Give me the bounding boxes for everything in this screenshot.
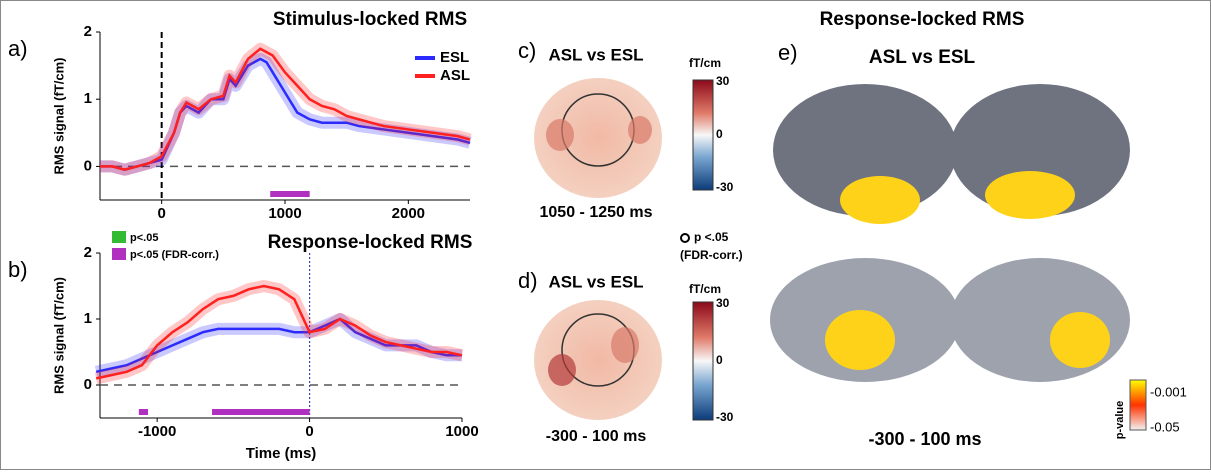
x-tick-label: -1000 xyxy=(138,423,176,440)
brain xyxy=(773,84,957,216)
time-window: -300 - 100 ms xyxy=(546,428,647,445)
x-tick-label: 0 xyxy=(157,205,165,222)
topomap-c: c) ASL vs ESL 1050 - 1250 ms xyxy=(518,38,662,221)
cbar-unit: fT/cm xyxy=(689,282,721,296)
marker-icon xyxy=(680,233,690,243)
topomap xyxy=(534,78,662,198)
colorbar xyxy=(1129,379,1147,431)
topo-title: ASL vs ESL xyxy=(548,45,643,64)
legend-swatch xyxy=(112,231,126,243)
x-tick-label: 0 xyxy=(305,423,313,440)
cbar-tick: -30 xyxy=(716,180,734,194)
activation xyxy=(1050,312,1110,368)
panel-label: a) xyxy=(8,36,28,61)
topomap-d: d) ASL vs ESL -300 - 100 ms xyxy=(518,268,662,445)
sig-legend: p<.05 p<.05 (FDR-corr.) xyxy=(112,231,219,261)
line xyxy=(100,57,471,172)
panel-label: c) xyxy=(518,38,536,63)
y-tick-label: 2 xyxy=(84,23,92,40)
sig-range xyxy=(212,409,310,415)
cbar-tick: -0.001 xyxy=(1150,384,1187,399)
chart-title: Response-locked RMS xyxy=(268,232,473,253)
y-tick-label: 0 xyxy=(84,157,92,174)
brain-panel: Response-locked RMS e) ASL vs ESL -0.001… xyxy=(770,9,1187,449)
x-tick-label: 2000 xyxy=(392,205,425,222)
cbar-tick: -0.05 xyxy=(1150,419,1180,434)
colorbar xyxy=(692,301,714,421)
legend-text: ESL xyxy=(440,49,469,66)
line xyxy=(95,284,463,380)
cbar-tick: 0 xyxy=(716,353,723,367)
activation xyxy=(985,171,1075,219)
panel-subtitle: ASL vs ESL xyxy=(869,47,976,68)
y-tick-label: 0 xyxy=(84,376,92,393)
panel-label: b) xyxy=(8,257,28,282)
x-tick-label: 1000 xyxy=(268,205,301,222)
cbar-tick: 30 xyxy=(716,296,730,310)
x-axis-label: Time (ms) xyxy=(246,445,317,462)
y-axis-label: RMS signal (fT/cm) xyxy=(51,277,66,394)
line xyxy=(100,47,471,172)
time-window: 1050 - 1250 ms xyxy=(540,204,653,221)
legend-swatch xyxy=(112,248,126,260)
cbar-tick: 30 xyxy=(716,74,730,88)
panel-title: Response-locked RMS xyxy=(820,9,1025,30)
panel-label: d) xyxy=(518,268,538,293)
legend-text: ASL xyxy=(440,67,470,84)
y-tick-label: 1 xyxy=(84,90,92,107)
blob xyxy=(548,354,576,386)
marker-note: p <.05 xyxy=(694,230,729,244)
marker-note: (FDR-corr.) xyxy=(680,248,743,262)
activation xyxy=(825,310,895,370)
blob xyxy=(611,327,639,363)
activation xyxy=(840,176,920,224)
y-tick-label: 2 xyxy=(84,244,92,261)
legend-text: p<.05 (FDR-corr.) xyxy=(130,249,219,261)
topo-title: ASL vs ESL xyxy=(548,272,643,291)
brain xyxy=(950,258,1130,382)
cbar-tick: -30 xyxy=(716,410,734,424)
blob xyxy=(546,119,574,151)
sig-range xyxy=(138,409,149,415)
y-tick-label: 1 xyxy=(84,310,92,327)
time-window: -300 - 100 ms xyxy=(868,429,981,449)
blob xyxy=(628,116,652,144)
cbar-unit: fT/cm xyxy=(689,56,721,70)
panel-label: e) xyxy=(778,40,798,65)
cbar-label: p-value xyxy=(1114,401,1126,440)
cbar-tick: 0 xyxy=(716,127,723,141)
x-tick-label: 1000 xyxy=(445,423,478,440)
sig-range xyxy=(270,191,310,197)
y-axis-label: RMS signal (fT/cm) xyxy=(51,57,66,174)
legend-text: p<.05 xyxy=(130,232,158,244)
chart-title: Stimulus-locked RMS xyxy=(273,9,467,30)
colorbar xyxy=(692,79,714,191)
topo-colorbars: fT/cm 30 0 -30 fT/cm 30 0 -30 p <.05 (FD… xyxy=(680,56,743,424)
